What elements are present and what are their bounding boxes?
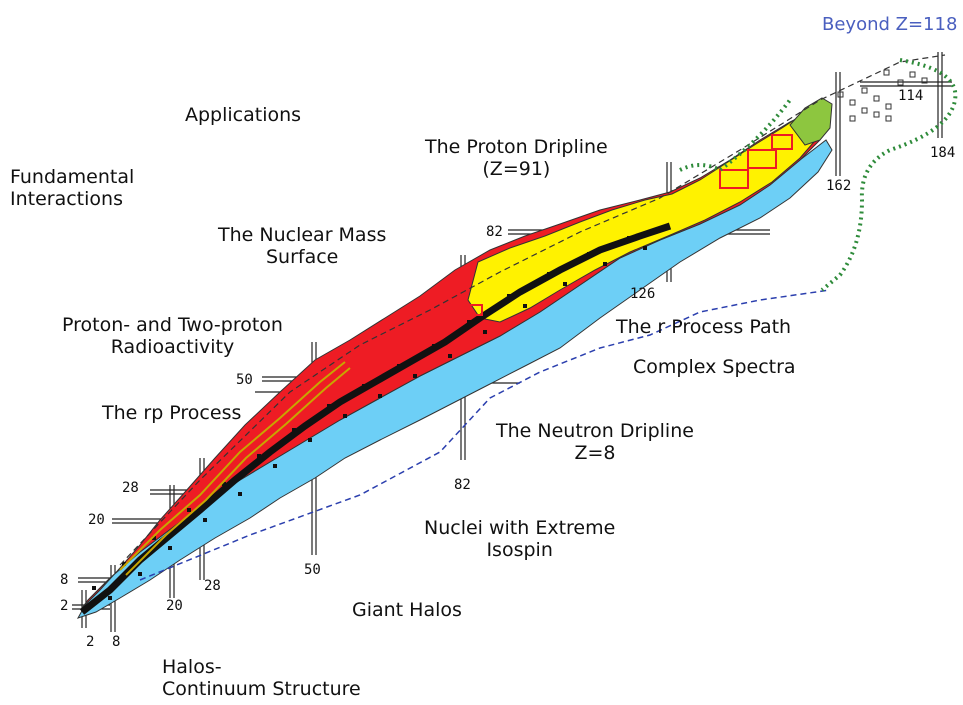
stable-nuclide-dot	[547, 272, 551, 276]
label-giant-halos: Giant Halos	[352, 599, 462, 621]
magic-z-2: 2	[60, 598, 69, 614]
predicted-nuclide	[837, 91, 844, 98]
magic-n-20: 20	[166, 598, 183, 614]
stable-nuclide-dot	[122, 562, 126, 566]
predicted-nuclide	[883, 69, 890, 76]
label-nuclear-mass-surface: The Nuclear Mass Surface	[218, 224, 386, 269]
magic-n-2: 2	[86, 634, 95, 650]
stable-nuclide-dot	[343, 414, 347, 418]
predicted-nuclide	[921, 77, 928, 84]
label-isospin-line1: Nuclei with Extreme	[424, 517, 616, 539]
magic-z-20: 20	[88, 512, 105, 528]
stable-nuclide-dot	[222, 482, 226, 486]
label-radio-line1: Proton- and Two-proton	[62, 314, 283, 336]
label-proton-dripline-line2: (Z=91)	[482, 158, 551, 181]
stable-nuclide-dot	[187, 508, 191, 512]
stable-nuclide-dot	[413, 374, 417, 378]
label-extreme-isospin: Nuclei with Extreme Isospin	[424, 517, 615, 562]
proton-dripline-dashed	[119, 54, 946, 566]
label-mass-line2: Surface	[265, 246, 339, 269]
stable-nuclide-dot	[432, 344, 436, 348]
label-isospin-line2: Isospin	[486, 539, 553, 562]
magic-n-82: 82	[454, 477, 471, 493]
rp-process-path-2	[125, 367, 351, 576]
stable-nuclide-dot	[362, 384, 366, 388]
stable-nuclide-dot	[397, 364, 401, 368]
stable-nuclide-dot	[308, 438, 312, 442]
magic-z-50: 50	[236, 372, 253, 388]
stable-nuclide-dot	[627, 236, 631, 240]
label-neutron-dripline: The Neutron Dripline Z=8	[496, 420, 694, 465]
label-rp-process: The rp Process	[102, 402, 242, 424]
label-neutron-line2: Z=8	[574, 442, 616, 465]
stable-nuclide-dot	[643, 246, 647, 250]
label-applications: Applications	[185, 104, 302, 126]
label-complex-spectra: Complex Spectra	[633, 356, 796, 378]
stable-nuclide-dot	[563, 282, 567, 286]
magic-z-28: 28	[122, 480, 139, 496]
stable-nuclide-dot	[507, 294, 511, 298]
stable-nuclide-dot	[203, 518, 207, 522]
magic-n-184: 184	[930, 145, 956, 161]
magic-n-28: 28	[204, 578, 221, 594]
magic-z-114: 114	[898, 88, 924, 104]
label-fundamental-interactions: Fundamental Interactions	[10, 166, 134, 211]
stable-nuclide-dot	[467, 320, 471, 324]
stable-nuclide-dot	[292, 428, 296, 432]
predicted-nuclide	[873, 95, 880, 102]
predicted-nuclide	[873, 111, 880, 118]
beyond-boundary	[679, 58, 958, 292]
superheavy-region	[789, 97, 833, 146]
label-halos-line1: Halos-	[162, 656, 222, 678]
stable-nuclide-dot	[238, 492, 242, 496]
stable-nuclide-dot	[152, 536, 156, 540]
red-boxes	[469, 134, 793, 316]
label-neutron-line1: The Neutron Dripline	[496, 420, 694, 442]
label-proton-dripline-line1: The Proton Dripline	[425, 136, 608, 158]
label-halos-line2: Continuum Structure	[162, 678, 361, 701]
stable-nuclide-dot	[168, 546, 172, 550]
magic-n-8: 8	[112, 634, 121, 650]
predicted-nuclide	[909, 71, 916, 78]
stable-nuclide-dot	[448, 354, 452, 358]
label-proton-radioactivity: Proton- and Two-proton Radioactivity	[62, 314, 283, 359]
stable-nuclide-dot	[257, 454, 261, 458]
stable-dots	[92, 236, 647, 600]
stable-nuclide-dot	[138, 572, 142, 576]
label-fundamental-line1: Fundamental	[10, 166, 135, 188]
magic-n-162: 162	[826, 178, 852, 194]
magic-z-8: 8	[60, 572, 69, 588]
label-fundamental-line2: Interactions	[10, 188, 123, 211]
stable-nuclide-dot	[587, 252, 591, 256]
label-radio-line2: Radioactivity	[110, 336, 235, 359]
label-beyond-z118: Beyond Z=118	[822, 14, 958, 35]
stable-nuclide-dot	[603, 262, 607, 266]
magic-n-126: 126	[630, 286, 656, 302]
label-halos-continuum: Halos- Continuum Structure	[162, 656, 361, 701]
magic-n-50: 50	[304, 562, 321, 578]
predicted-nuclide	[861, 107, 868, 114]
predicted-nuclide	[849, 115, 856, 122]
valley-of-stability	[79, 222, 672, 615]
predicted-nuclide	[885, 103, 892, 110]
label-r-process-path: The r Process Path	[616, 316, 792, 338]
rp-process-path	[119, 361, 346, 571]
predicted-nuclide	[897, 79, 904, 86]
label-mass-line1: The Nuclear Mass	[218, 224, 387, 246]
predicted-nuclide	[861, 87, 868, 94]
magic-z-82: 82	[486, 224, 503, 240]
stable-nuclide-dot	[523, 304, 527, 308]
predicted-nuclide	[885, 115, 892, 122]
label-proton-dripline: The Proton Dripline (Z=91)	[425, 136, 608, 181]
stable-nuclide-dot	[108, 596, 112, 600]
stable-nuclide-dot	[92, 586, 96, 590]
predicted-nuclide	[849, 99, 856, 106]
stable-nuclide-dot	[273, 464, 277, 468]
stable-nuclide-dot	[483, 330, 487, 334]
stable-nuclide-dot	[327, 404, 331, 408]
stable-nuclide-dot	[378, 394, 382, 398]
predicted-nuclei	[837, 69, 928, 122]
